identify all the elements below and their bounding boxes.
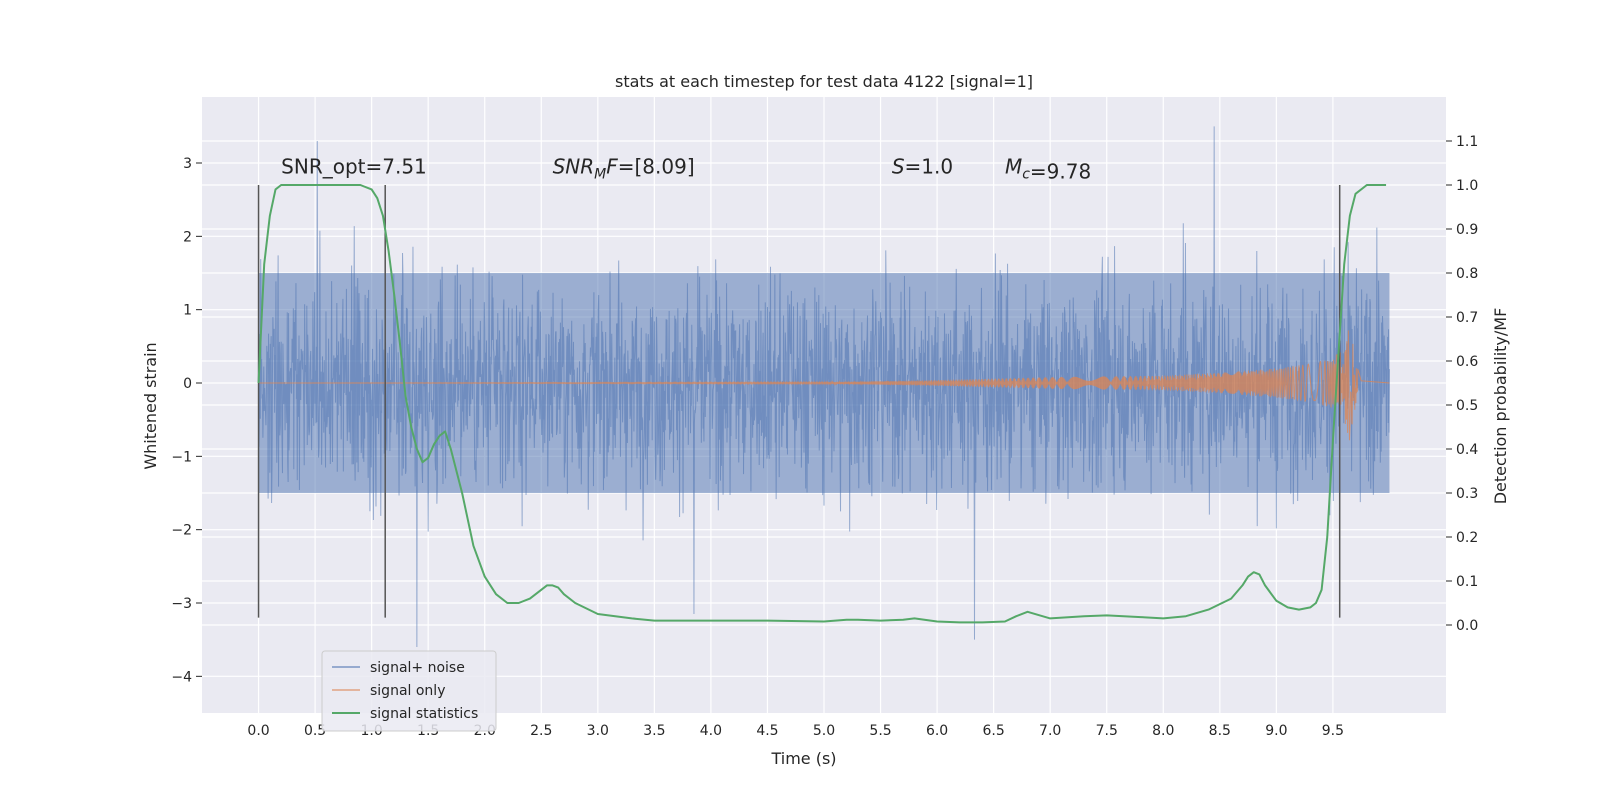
y2-tick-label: 0.0 [1456,618,1478,634]
legend-box [321,650,497,732]
x-tick-label: 4.5 [756,723,778,739]
legend: signal+ noise signal only signal statistic… [321,650,497,732]
y-ticks: 3 2 1 0 −1 −2 −3 −4 [171,156,202,685]
x-tick-label: 0.5 [304,723,326,739]
y-tick-label: 1 [183,303,192,319]
y-tick-label: −3 [171,596,192,612]
x-tick-label: 9.5 [1322,723,1344,739]
y2-tick-label: 0.3 [1456,486,1478,502]
y-axis-label: Whitened strain [141,342,160,469]
annotation-subscript: M [594,167,606,183]
x-tick-label: 7.0 [1039,723,1061,739]
y2-tick-label: 0.7 [1456,310,1478,326]
signal-only-series [258,330,1390,441]
y-tick-label: 0 [183,376,192,392]
x-tick-label: 7.5 [1096,723,1118,739]
x-tick-label: 9.0 [1265,723,1287,739]
y2-tick-label: 0.9 [1456,222,1478,238]
y2-tick-label: 0.1 [1456,574,1478,590]
y-tick-label: −1 [171,449,192,465]
x-tick-label: 8.5 [1209,723,1231,739]
y2-tick-label: 0.4 [1456,442,1478,458]
legend-entry: signal statistics [370,706,478,722]
annotation: Mc=9.78 [1005,155,1091,184]
annotation-math: S [892,155,905,179]
x-tick-label: 5.5 [869,723,891,739]
annotation-reset: F [606,155,618,179]
legend-entry: signal only [370,683,445,699]
y2-tick-label: 0.5 [1456,398,1478,414]
y2-tick-label: 0.6 [1456,354,1478,370]
annotation-value: =9.78 [1030,160,1091,184]
signal-statistics-line [257,184,1387,624]
signal-statistics-series [257,184,1387,624]
y2-axis-label: Detection probability/MF [1491,308,1510,505]
y2-ticks: 1.1 1.0 0.9 0.8 0.7 0.6 0.5 0.4 0.3 0.2 0.1 0.0 [1446,134,1478,634]
annotation-value: =1.0 [905,155,954,179]
y-tick-label: −4 [171,669,192,685]
annotation-value: =[8.09] [618,155,695,179]
x-tick-label: 2.5 [530,723,552,739]
annotation-subscript: c [1022,167,1030,183]
annotation-math: M [1005,155,1022,179]
y2-tick-label: 0.8 [1456,266,1478,282]
x-tick-label: 0.0 [247,723,269,739]
x-tick-label: 6.5 [983,723,1005,739]
signal-only-line [258,330,1390,441]
y-tick-label: 2 [183,229,192,245]
annotation: S=1.0 [892,155,953,179]
legend-entry: signal+ noise [370,660,465,676]
y-tick-label: 3 [183,156,192,172]
x-tick-label: 8.0 [1152,723,1174,739]
x-tick-label: 5.0 [813,723,835,739]
y-tick-label: −2 [171,523,192,539]
y2-tick-label: 1.0 [1456,178,1478,194]
annotations: SNR_opt=7.51 SNRMF=[8.09] S=1.0 Mc=9.78 [281,155,1091,184]
x-tick-label: 3.5 [643,723,665,739]
x-tick-label: 6.0 [926,723,948,739]
y2-tick-label: 1.1 [1456,134,1478,150]
y2-tick-label: 0.2 [1456,530,1478,546]
vertical-lines [257,185,1341,618]
x-tick-label: 4.0 [700,723,722,739]
annotation-math: SNR [553,155,595,179]
x-axis-label: Time (s) [770,749,836,768]
annotation: SNRMF=[8.09] [553,155,695,183]
x-tick-label: 3.0 [587,723,609,739]
chart-title: stats at each timestep for test data 412… [615,72,1033,91]
annotation: SNR_opt=7.51 [281,155,427,179]
